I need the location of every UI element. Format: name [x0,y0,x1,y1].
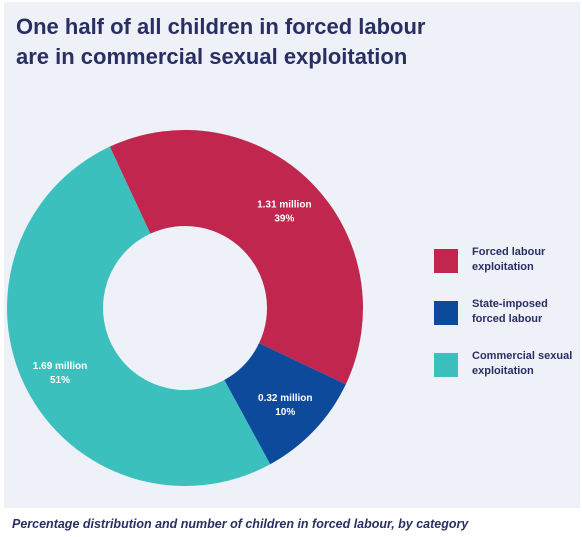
legend-label-state-imposed-line-2: forced labour [472,313,543,325]
data-label-percent-state-imposed: 10% [275,407,295,418]
slice-state-imposed [224,343,346,465]
chart-title-line-2: are in commercial sexual exploitation [16,44,408,69]
legend-label-state-imposed-line-1: State-imposed [472,298,548,310]
legend-label-commercial-sexual-line-1: Commercial sexual [472,350,573,362]
data-label-count-state-imposed: 0.32 million [258,393,312,404]
donut-chart: 1.31 million 39% 0.32 million 10% 1.69 milli… [6,130,363,487]
legend-swatch-commercial-sexual [434,353,458,377]
slice-commercial-sexual [6,146,271,487]
chart-title-line-1: One half of all children in forced labou… [16,14,426,39]
data-label-percent-commercial-sexual: 51% [50,375,70,386]
data-label-count-forced-labour: 1.31 million [257,199,311,210]
chart-card: One half of all children in forced labou… [4,2,580,508]
slice-forced-labour [109,130,363,385]
legend-label-forced-labour-line-2: exploitation [472,261,534,273]
legend-label-forced-labour-line-1: Forced labour [472,246,546,258]
legend-swatch-forced-labour [434,249,458,273]
legend-label-commercial-sexual-line-2: exploitation [472,365,534,377]
legend-swatch-state-imposed [434,301,458,325]
chart-title: One half of all children in forced labou… [16,12,572,72]
data-label-percent-forced-labour: 39% [274,213,294,224]
data-label-count-commercial-sexual: 1.69 million [33,361,87,372]
chart-caption: Percentage distribution and number of ch… [12,517,469,531]
